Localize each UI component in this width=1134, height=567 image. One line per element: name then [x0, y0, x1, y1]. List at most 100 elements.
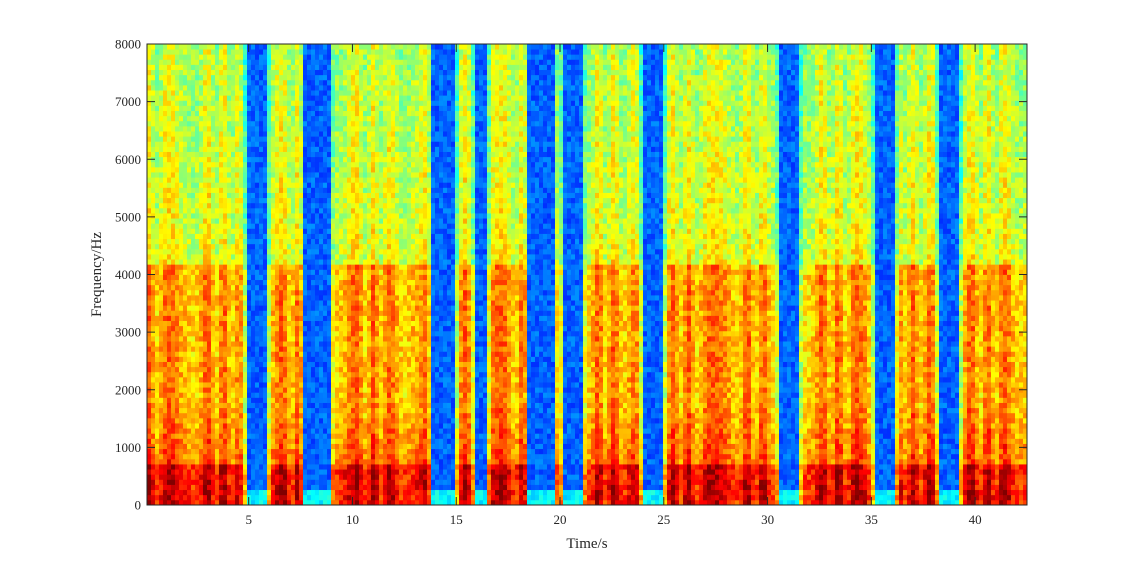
- heatmap-cell: [351, 392, 355, 398]
- heatmap-cell: [203, 464, 207, 470]
- heatmap-cell: [243, 213, 247, 219]
- heatmap-cell: [323, 280, 327, 286]
- heatmap-cell: [183, 141, 187, 147]
- heatmap-cell: [335, 64, 339, 70]
- heatmap-cell: [351, 428, 355, 434]
- heatmap-cell: [211, 403, 215, 409]
- heatmap-cell: [291, 423, 295, 429]
- heatmap-cell: [295, 64, 299, 70]
- heatmap-cell: [287, 172, 291, 178]
- heatmap-cell: [263, 372, 267, 378]
- heatmap-cell: [351, 326, 355, 332]
- heatmap-cell: [275, 70, 279, 76]
- heatmap-cell: [267, 269, 271, 275]
- heatmap-cell: [183, 228, 187, 234]
- heatmap-cell: [179, 290, 183, 296]
- heatmap-cell: [163, 213, 167, 219]
- heatmap-cell: [219, 433, 223, 439]
- heatmap-cell: [251, 95, 255, 101]
- heatmap-cell: [167, 90, 171, 96]
- heatmap-cell: [275, 44, 279, 50]
- heatmap-cell: [311, 64, 315, 70]
- heatmap-cell: [199, 490, 203, 496]
- heatmap-cell: [179, 239, 183, 245]
- heatmap-cell: [311, 80, 315, 86]
- heatmap-cell: [347, 116, 351, 122]
- heatmap-cell: [179, 474, 183, 480]
- heatmap-cell: [251, 315, 255, 321]
- heatmap-cell: [183, 249, 187, 255]
- heatmap-cell: [359, 315, 363, 321]
- heatmap-cell: [223, 326, 227, 332]
- heatmap-cell: [195, 413, 199, 419]
- heatmap-cell: [267, 469, 271, 475]
- heatmap-cell: [303, 90, 307, 96]
- heatmap-cell: [331, 213, 335, 219]
- heatmap-cell: [287, 356, 291, 362]
- heatmap-cell: [255, 290, 259, 296]
- heatmap-cell: [299, 433, 303, 439]
- heatmap-cell: [239, 121, 243, 127]
- heatmap-cell: [279, 315, 283, 321]
- heatmap-cell: [307, 80, 311, 86]
- heatmap-cell: [155, 244, 159, 250]
- heatmap-cell: [151, 454, 155, 460]
- heatmap-cell: [155, 362, 159, 368]
- heatmap-cell: [231, 490, 235, 496]
- heatmap-cell: [163, 469, 167, 475]
- heatmap-cell: [259, 269, 263, 275]
- heatmap-cell: [287, 341, 291, 347]
- heatmap-cell: [347, 264, 351, 270]
- heatmap-cell: [259, 177, 263, 183]
- heatmap-cell: [175, 351, 179, 357]
- heatmap-cell: [183, 459, 187, 465]
- heatmap-cell: [191, 264, 195, 270]
- heatmap-cell: [335, 223, 339, 229]
- heatmap-cell: [339, 387, 343, 393]
- heatmap-cell: [187, 413, 191, 419]
- heatmap-cell: [335, 418, 339, 424]
- heatmap-cell: [255, 249, 259, 255]
- heatmap-cell: [323, 172, 327, 178]
- heatmap-cell: [299, 239, 303, 245]
- heatmap-cell: [307, 75, 311, 81]
- heatmap-cell: [251, 172, 255, 178]
- heatmap-cell: [259, 111, 263, 117]
- heatmap-cell: [239, 193, 243, 199]
- heatmap-cell: [167, 100, 171, 106]
- heatmap-cell: [355, 95, 359, 101]
- heatmap-cell: [295, 403, 299, 409]
- heatmap-cell: [347, 285, 351, 291]
- heatmap-cell: [363, 495, 367, 501]
- heatmap-cell: [151, 116, 155, 122]
- heatmap-cell: [207, 377, 211, 383]
- heatmap-cell: [247, 49, 251, 55]
- heatmap-cell: [175, 444, 179, 450]
- heatmap-cell: [299, 485, 303, 491]
- heatmap-cell: [271, 464, 275, 470]
- heatmap-cell: [211, 490, 215, 496]
- heatmap-cell: [295, 464, 299, 470]
- heatmap-cell: [207, 305, 211, 311]
- heatmap-cell: [235, 387, 239, 393]
- heatmap-cell: [247, 70, 251, 76]
- heatmap-cell: [227, 49, 231, 55]
- heatmap-cell: [211, 285, 215, 291]
- heatmap-cell: [207, 295, 211, 301]
- heatmap-cell: [275, 172, 279, 178]
- heatmap-cell: [147, 85, 151, 91]
- heatmap-cell: [199, 454, 203, 460]
- heatmap-cell: [191, 90, 195, 96]
- heatmap-cell: [235, 218, 239, 224]
- heatmap-cell: [167, 244, 171, 250]
- heatmap-cell: [183, 54, 187, 60]
- heatmap-cell: [323, 403, 327, 409]
- heatmap-cell: [159, 228, 163, 234]
- heatmap-cell: [195, 239, 199, 245]
- heatmap-cell: [227, 177, 231, 183]
- heatmap-cell: [367, 403, 371, 409]
- heatmap-cell: [203, 326, 207, 332]
- heatmap-cell: [155, 198, 159, 204]
- heatmap-cell: [219, 428, 223, 434]
- heatmap-cell: [351, 111, 355, 117]
